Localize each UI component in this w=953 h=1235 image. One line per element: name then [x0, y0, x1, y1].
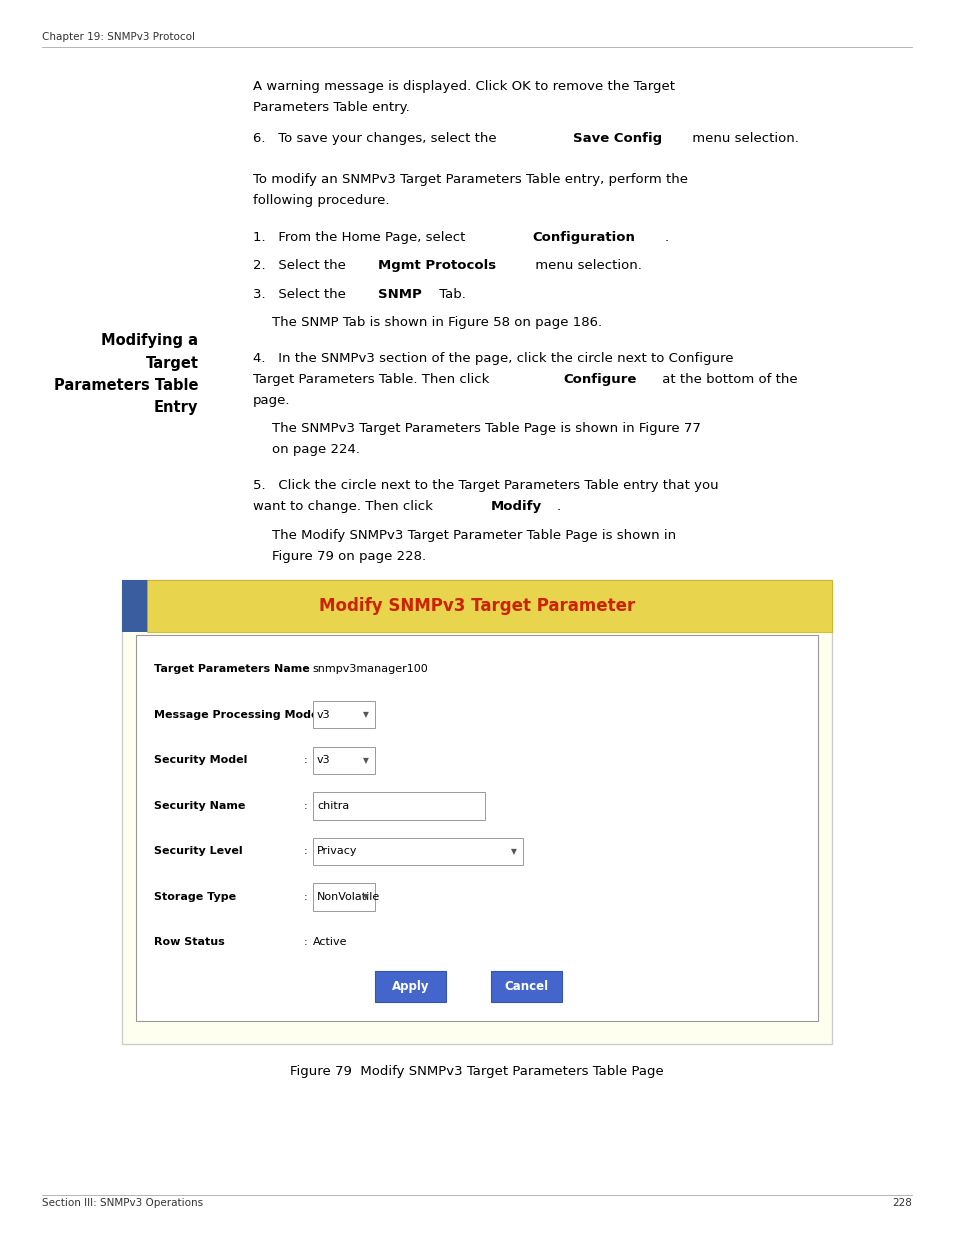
Text: Modifying a
Target
Parameters Table
Entry: Modifying a Target Parameters Table Entr…: [54, 333, 198, 415]
Text: Tab.: Tab.: [435, 288, 465, 301]
Text: Storage Type: Storage Type: [153, 892, 235, 902]
Text: The SNMPv3 Target Parameters Table Page is shown in Figure 77: The SNMPv3 Target Parameters Table Page …: [272, 422, 700, 436]
Text: ▼: ▼: [511, 847, 517, 856]
FancyBboxPatch shape: [313, 793, 484, 820]
Text: Security Name: Security Name: [153, 802, 245, 811]
Text: v3: v3: [316, 756, 330, 766]
Text: To modify an SNMPv3 Target Parameters Table entry, perform the: To modify an SNMPv3 Target Parameters Ta…: [253, 173, 687, 186]
Text: v3: v3: [316, 710, 330, 720]
Text: Security Model: Security Model: [153, 756, 247, 766]
Text: :: :: [303, 664, 307, 674]
Text: on page 224.: on page 224.: [272, 443, 359, 457]
Text: A warning message is displayed. Click OK to remove the Target: A warning message is displayed. Click OK…: [253, 80, 674, 94]
FancyBboxPatch shape: [313, 883, 375, 910]
Text: ▼: ▼: [363, 756, 369, 764]
FancyBboxPatch shape: [490, 971, 561, 1003]
Text: 4.   In the SNMPv3 section of the page, click the circle next to Configure: 4. In the SNMPv3 section of the page, cl…: [253, 352, 733, 366]
Text: :: :: [303, 892, 307, 902]
Text: Save Config: Save Config: [572, 132, 661, 146]
Text: Security Level: Security Level: [153, 846, 242, 856]
Text: The Modify SNMPv3 Target Parameter Table Page is shown in: The Modify SNMPv3 Target Parameter Table…: [272, 529, 676, 542]
FancyBboxPatch shape: [313, 701, 375, 729]
Text: 6.   To save your changes, select the: 6. To save your changes, select the: [253, 132, 500, 146]
Text: Apply: Apply: [392, 981, 429, 993]
FancyBboxPatch shape: [122, 580, 831, 1044]
FancyBboxPatch shape: [147, 580, 831, 632]
Text: :: :: [303, 710, 307, 720]
Text: :: :: [303, 937, 307, 947]
Text: .: .: [556, 500, 560, 514]
Text: Chapter 19: SNMPv3 Protocol: Chapter 19: SNMPv3 Protocol: [42, 32, 194, 42]
Text: 1.   From the Home Page, select: 1. From the Home Page, select: [253, 231, 469, 245]
Text: Configuration: Configuration: [532, 231, 635, 245]
Text: Modify: Modify: [490, 500, 541, 514]
Text: 5.   Click the circle next to the Target Parameters Table entry that you: 5. Click the circle next to the Target P…: [253, 479, 718, 493]
Text: Target Parameters Table. Then click: Target Parameters Table. Then click: [253, 373, 493, 387]
Text: 2.   Select the: 2. Select the: [253, 259, 350, 273]
Text: Message Processing Model: Message Processing Model: [153, 710, 321, 720]
Text: Privacy: Privacy: [316, 846, 356, 856]
Text: at the bottom of the: at the bottom of the: [658, 373, 797, 387]
FancyBboxPatch shape: [375, 971, 446, 1003]
Text: snmpv3manager100: snmpv3manager100: [313, 664, 428, 674]
Text: menu selection.: menu selection.: [530, 259, 640, 273]
Text: Parameters Table entry.: Parameters Table entry.: [253, 101, 409, 115]
Text: 3.   Select the: 3. Select the: [253, 288, 350, 301]
Text: menu selection.: menu selection.: [687, 132, 798, 146]
Text: want to change. Then click: want to change. Then click: [253, 500, 436, 514]
Text: NonVolatile: NonVolatile: [316, 892, 379, 902]
Text: ▼: ▼: [363, 893, 369, 902]
FancyBboxPatch shape: [313, 837, 522, 864]
Text: Figure 79 on page 228.: Figure 79 on page 228.: [272, 550, 426, 563]
Text: following procedure.: following procedure.: [253, 194, 389, 207]
Text: chitra: chitra: [317, 802, 350, 811]
Text: Modify SNMPv3 Target Parameter: Modify SNMPv3 Target Parameter: [318, 598, 635, 615]
FancyBboxPatch shape: [136, 635, 817, 1021]
Text: Row Status: Row Status: [153, 937, 224, 947]
Text: Section III: SNMPv3 Operations: Section III: SNMPv3 Operations: [42, 1198, 203, 1208]
Text: Configure: Configure: [562, 373, 636, 387]
Text: Figure 79  Modify SNMPv3 Target Parameters Table Page: Figure 79 Modify SNMPv3 Target Parameter…: [290, 1065, 663, 1078]
Text: Mgmt Protocols: Mgmt Protocols: [377, 259, 496, 273]
Text: SNMP: SNMP: [377, 288, 421, 301]
Text: :: :: [303, 846, 307, 856]
Text: :: :: [303, 802, 307, 811]
Text: 228: 228: [891, 1198, 911, 1208]
Text: The SNMP Tab is shown in Figure 58 on page 186.: The SNMP Tab is shown in Figure 58 on pa…: [272, 316, 601, 330]
Text: ▼: ▼: [363, 710, 369, 720]
Text: page.: page.: [253, 394, 290, 408]
Text: Target Parameters Name: Target Parameters Name: [153, 664, 309, 674]
FancyBboxPatch shape: [313, 747, 375, 774]
Text: :: :: [303, 756, 307, 766]
Text: Cancel: Cancel: [504, 981, 548, 993]
Text: .: .: [664, 231, 668, 245]
Text: Active: Active: [313, 937, 347, 947]
FancyBboxPatch shape: [122, 580, 149, 632]
